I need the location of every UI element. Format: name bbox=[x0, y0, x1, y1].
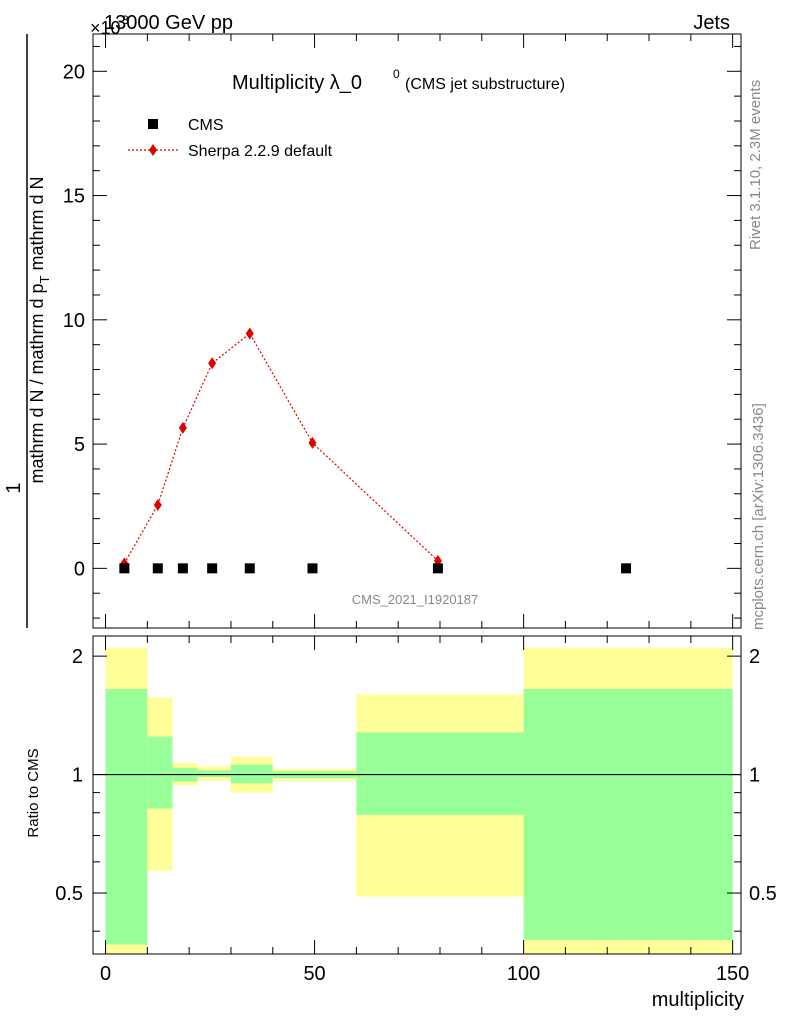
cms-point bbox=[432, 563, 443, 574]
main-ytick-label: 15 bbox=[63, 186, 85, 208]
main-ytick-label: 10 bbox=[63, 310, 85, 332]
ratio-ytick-label-left: 0.5 bbox=[55, 883, 83, 905]
ratio-band-inner bbox=[147, 736, 173, 809]
ylabel-one: 1 bbox=[3, 482, 25, 493]
ratio-ytick-label-left: 2 bbox=[72, 646, 83, 668]
main-plot: 0 5 10 15 20 bbox=[63, 33, 742, 629]
main-ytick-label: 20 bbox=[63, 61, 85, 83]
rivet-label: Rivet 3.1.10, 2.3M events bbox=[747, 80, 764, 250]
legend-sherpa-label: Sherpa 2.2.9 default bbox=[188, 143, 333, 160]
watermark: CMS_2021_I1920187 bbox=[352, 592, 479, 607]
sherpa-point bbox=[153, 498, 162, 511]
cms-point bbox=[621, 563, 632, 574]
ratio-ytick-label-right: 2 bbox=[749, 646, 760, 668]
ratio-xtick-label: 100 bbox=[507, 963, 540, 985]
exponent-power: -3 bbox=[118, 13, 129, 27]
sherpa-point bbox=[178, 421, 187, 434]
exponent-label: ×10 bbox=[90, 18, 121, 38]
cms-point bbox=[307, 563, 318, 574]
cms-point bbox=[244, 563, 255, 574]
mcplots-label: mcplots.cern.ch [arXiv:1306.3436] bbox=[750, 403, 767, 630]
ratio-ytick-label-left: 1 bbox=[72, 765, 83, 787]
chart-subtitle: (CMS jet substructure) bbox=[405, 76, 565, 93]
cms-point bbox=[152, 563, 163, 574]
legend-sherpa-marker bbox=[149, 144, 157, 156]
ratio-frame bbox=[92, 635, 742, 955]
x-axis-label: multiplicity bbox=[652, 989, 744, 1011]
chart-title: Multiplicity λ_0 bbox=[232, 72, 362, 94]
ratio-plot: 0.5 0.5 1 1 2 2 0 50 100 150 bbox=[55, 635, 777, 985]
ratio-ylabel: Ratio to CMS bbox=[25, 748, 42, 837]
ratio-xtick-label: 150 bbox=[716, 963, 749, 985]
ratio-xtick-label: 50 bbox=[303, 963, 325, 985]
main-ytick-label: 5 bbox=[74, 434, 85, 456]
chart-title-sup: 0 bbox=[393, 67, 400, 81]
legend: CMS Sherpa 2.2.9 default bbox=[128, 117, 333, 160]
sherpa-point bbox=[308, 436, 317, 449]
main-ytick-label: 0 bbox=[74, 558, 85, 580]
energy-label: 13000 GeV pp bbox=[104, 12, 233, 34]
legend-cms-label: CMS bbox=[188, 117, 224, 134]
ratio-ytick-label-right: 0.5 bbox=[749, 883, 777, 905]
sherpa-line bbox=[123, 332, 439, 564]
ratio-band-inner bbox=[356, 732, 524, 815]
ylabel-numerator: mathrm d N / mathrm d pT mathrm d N bbox=[27, 176, 52, 483]
main-frame bbox=[92, 33, 742, 629]
ratio-band-inner bbox=[523, 689, 733, 940]
legend-cms-marker bbox=[148, 119, 158, 129]
cms-point bbox=[119, 563, 130, 574]
ratio-band-inner bbox=[197, 770, 231, 778]
process-label: Jets bbox=[693, 12, 730, 34]
sherpa-point bbox=[208, 357, 217, 370]
ratio-band-inner bbox=[105, 689, 148, 945]
cms-point bbox=[177, 563, 188, 574]
cms-point bbox=[207, 563, 218, 574]
ratio-ytick-label-right: 1 bbox=[749, 765, 760, 787]
sherpa-point bbox=[245, 327, 254, 340]
ratio-xtick-label: 0 bbox=[100, 963, 111, 985]
main-ylabel: 1 mathrm d N / mathrm d pT mathrm d N bbox=[3, 34, 52, 628]
